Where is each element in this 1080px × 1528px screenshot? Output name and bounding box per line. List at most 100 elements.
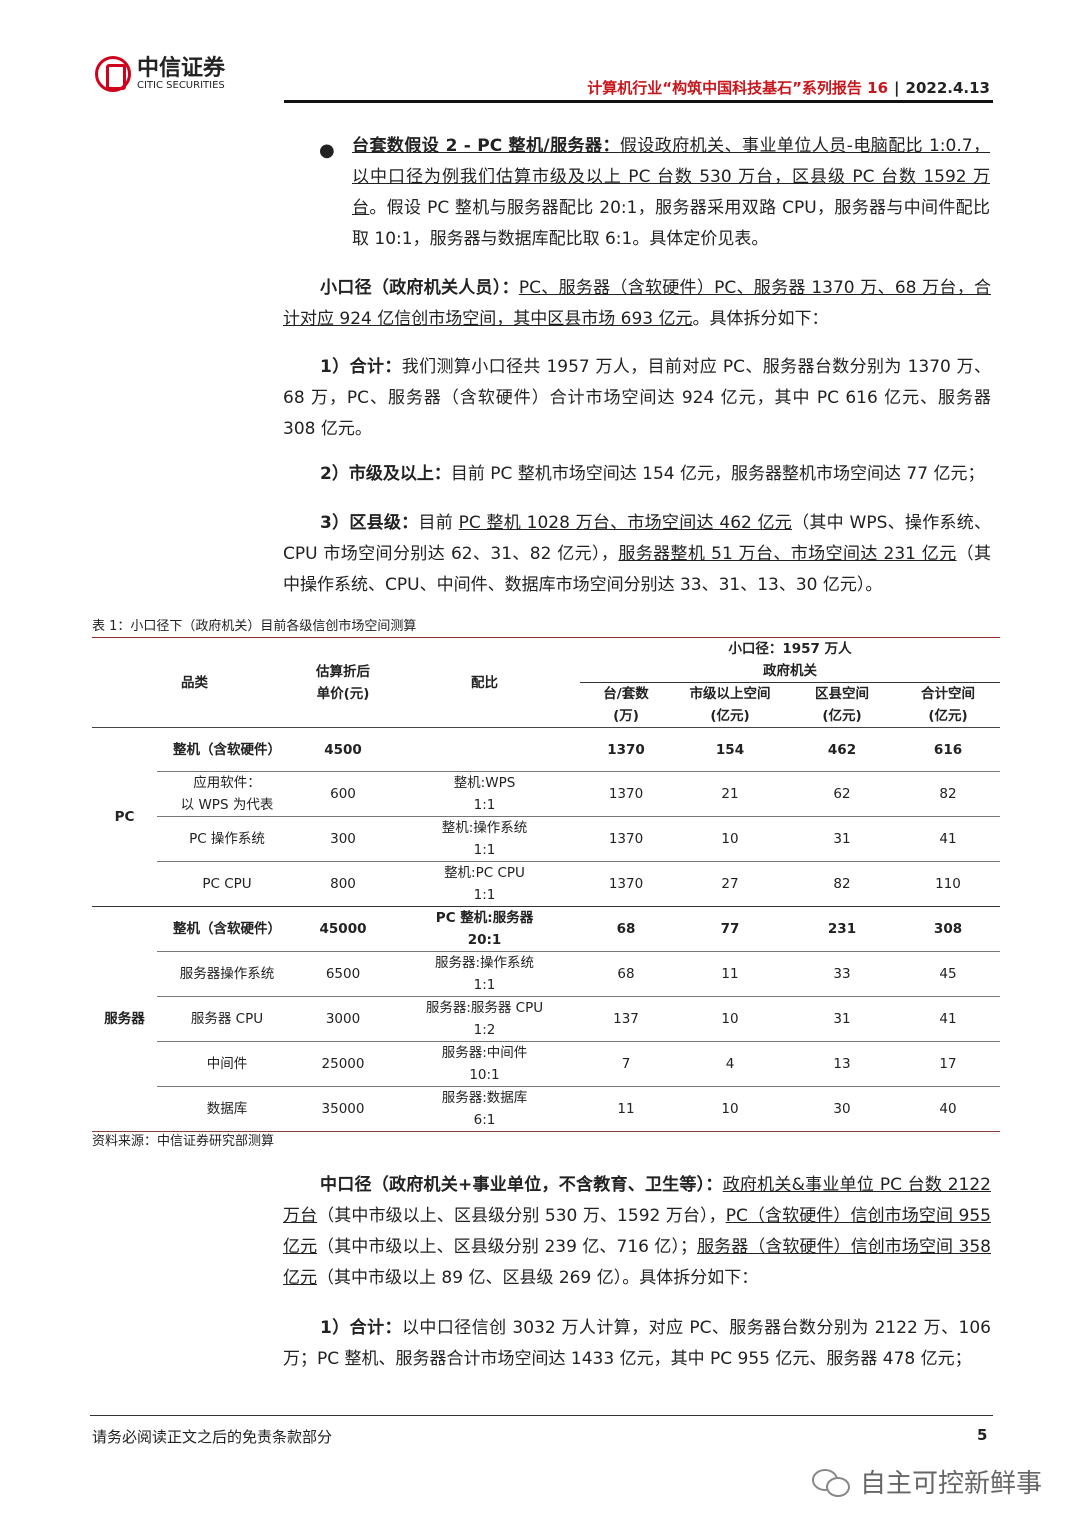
ratio-cell: 整机:PC CPU 1:1 (389, 861, 580, 907)
item-cell: 中间件 (157, 1041, 297, 1087)
paragraph: 台套数假设 2 - PC 整机/服务器：假设政府机关、事业单位人员-电脑配比 1… (352, 131, 990, 255)
text-segment: 1）合计： (320, 357, 402, 377)
market-table: 品类 估算折后 单价(元) 配比 小口径：1957 万人 政府机关 台/套数 (… (92, 637, 1001, 1132)
paragraph: 3）区县级：目前 PC 整机 1028 万台、市场空间达 462 亿元（其中 W… (283, 508, 991, 601)
units-cell: 7 (580, 1041, 672, 1087)
footer-rule (90, 1415, 993, 1416)
city-cell: 77 (672, 906, 788, 952)
price-cell: 35000 (297, 1086, 389, 1132)
total-cell: 616 (896, 727, 1001, 772)
price-cell: 4500 (297, 727, 389, 772)
report-title: 计算机行业“构筑中国科技基石”系列报告 16 (587, 79, 889, 97)
total-cell: 45 (896, 951, 1001, 997)
ratio-cell: 服务器:操作系统 1:1 (389, 951, 580, 997)
text-segment: （其中操作系统、CPU、中间件、数据库市场空间分别达 33、31、13、30 亿… (283, 544, 992, 595)
ratio-cell: 整机:WPS 1:1 (389, 771, 580, 817)
city-cell: 10 (672, 1086, 788, 1132)
county-cell: 30 (788, 1086, 896, 1132)
text-segment: 服务器整机 51 万台、市场空间达 231 亿元 (618, 544, 957, 564)
text-segment: 1）合计： (320, 1318, 402, 1338)
total-cell: 82 (896, 771, 1001, 817)
report-header: 计算机行业“构筑中国科技基石”系列报告 16 | 2022.4.13 (587, 77, 990, 98)
city-cell: 4 (672, 1041, 788, 1087)
text-segment: （其中 WPS、操作系统、CPU 市场空间分别达 62、31、82 亿元）， (283, 513, 991, 564)
item-cell: PC CPU (157, 861, 297, 907)
total-cell: 40 (896, 1086, 1001, 1132)
units-cell: 11 (580, 1086, 672, 1132)
ratio-cell: 服务器:数据库 6:1 (389, 1086, 580, 1132)
county-cell: 31 (788, 816, 896, 862)
citic-logo-icon (95, 56, 131, 92)
county-cell: 62 (788, 771, 896, 817)
paragraph: 1）合计：以中口径信创 3032 万人计算，对应 PC、服务器台数分别为 212… (283, 1313, 991, 1375)
header-county: 区县空间 (亿元) (815, 686, 869, 724)
item-cell: 服务器 CPU (157, 996, 297, 1042)
county-cell: 31 (788, 996, 896, 1042)
logo-en: CITIC SECURITIES (137, 80, 225, 91)
county-cell: 13 (788, 1041, 896, 1087)
item-cell: 整机（含软硬件） (157, 727, 297, 772)
table-row: PC 整机（含软硬件） 4500 1370 154 462 616 (92, 727, 1001, 907)
total-cell: 17 (896, 1041, 1001, 1087)
header-total: 合计空间 (亿元) (921, 686, 976, 724)
ratio-cell: PC 整机:服务器 20:1 (389, 906, 580, 952)
units-cell: 68 (580, 906, 672, 952)
bullet-icon: ● (319, 140, 335, 161)
disclaimer-link[interactable]: 请务必阅读正文之后的免责条款部分 (92, 1428, 333, 1446)
text-segment: PC（含软硬件）信创市场空间 955 亿元 (283, 1206, 991, 1257)
text-segment: 中口径（政府机关+事业单位，不含教育、卫生等）： (320, 1175, 723, 1195)
text-segment: 2）市级及以上： (320, 464, 451, 484)
table-row: PC 操作系统 300 整机:操作系统 1:1 1370 10 31 41 (92, 816, 1001, 862)
table-row: 服务器操作系统 6500 服务器:操作系统 1:1 68 11 33 45 (92, 951, 1001, 997)
county-cell: 462 (788, 727, 896, 772)
units-cell: 68 (580, 951, 672, 997)
table-source: 资料来源：中信证券研究部测算 (92, 1134, 275, 1149)
price-cell: 300 (297, 816, 389, 862)
price-cell: 800 (297, 861, 389, 907)
wechat-icon (812, 1468, 852, 1497)
text-segment: 。假设 PC 整机与服务器配比 20:1，服务器采用双路 CPU，服务器与中间件… (352, 198, 991, 249)
paragraph: 1）合计：我们测算小口径共 1957 万人，目前对应 PC、服务器台数分别为 1… (283, 352, 991, 445)
header-rule (284, 100, 993, 103)
header-price: 估算折后 单价(元) (297, 637, 389, 728)
price-cell: 600 (297, 771, 389, 817)
page-number: 5 (977, 1426, 988, 1444)
county-cell: 231 (788, 906, 896, 952)
header-category: 品类 (92, 637, 297, 728)
city-cell: 10 (672, 996, 788, 1042)
paragraph: 2）市级及以上：目前 PC 整机市场空间达 154 亿元，服务器整机市场空间达 … (283, 459, 991, 490)
logo-cn: 中信证券 (137, 55, 226, 81)
ratio-cell: 服务器:服务器 CPU 1:2 (389, 996, 580, 1042)
header-units: 台/套数 (万) (603, 686, 649, 724)
citic-logo: 中信证券 CITIC SECURITIES (95, 56, 225, 92)
header-group: 小口径：1957 万人 政府机关 (580, 637, 1001, 683)
text-segment: PC、服务器（含软硬件）PC、服务器 1370 万、68 万台，合计对应 924… (283, 278, 992, 329)
county-cell: 33 (788, 951, 896, 997)
text-segment: PC 整机 1028 万台、市场空间达 462 亿元 (458, 513, 793, 533)
text-segment: 以中口径信创 3032 万人计算，对应 PC、服务器台数分别为 2122 万、1… (283, 1318, 991, 1369)
text-segment: 3）区县级： (320, 513, 419, 533)
text-segment: 目前 PC 整机市场空间达 154 亿元，服务器整机市场空间达 77 亿元； (450, 464, 985, 484)
total-cell: 110 (896, 861, 1001, 907)
watermark-text: 自主可控新鲜事 (860, 1469, 1043, 1499)
header-ratio: 配比 (389, 637, 580, 728)
item-cell: 应用软件： 以 WPS 为代表 (157, 771, 297, 817)
table-row: 服务器 CPU 3000 服务器:服务器 CPU 1:2 137 10 31 41 (92, 996, 1001, 1042)
city-cell: 11 (672, 951, 788, 997)
header-city: 市级以上空间 (亿元) (689, 686, 771, 724)
units-cell: 1370 (580, 816, 672, 862)
city-cell: 21 (672, 771, 788, 817)
text-segment: （其中市级以上、区县级分别 530 万、1592 万台）， (317, 1206, 726, 1226)
text-segment: 。具体拆分如下： (692, 309, 829, 329)
text-segment: 服务器（含软硬件）信创市场空间 358 亿元 (283, 1237, 992, 1288)
group-label: 服务器 (92, 906, 157, 1132)
county-cell: 82 (788, 861, 896, 907)
report-date: 2022.4.13 (905, 79, 990, 97)
price-cell: 45000 (297, 906, 389, 952)
city-cell: 154 (672, 727, 788, 772)
text-segment: （其中市级以上 89 亿、区县级 269 亿）。具体拆分如下： (317, 1268, 759, 1288)
table-row: 应用软件： 以 WPS 为代表 600 整机:WPS 1:1 1370 21 62 82 (92, 771, 1001, 817)
units-cell: 1370 (580, 727, 672, 772)
table-row: 中间件 25000 服务器:中间件 10:1 7 4 13 17 (92, 1041, 1001, 1087)
